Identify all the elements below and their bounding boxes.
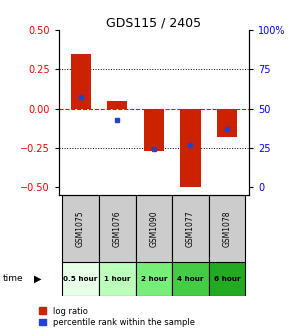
Title: GDS115 / 2405: GDS115 / 2405 [106, 16, 201, 29]
Bar [209, 195, 246, 262]
Bar [62, 262, 99, 296]
Legend: log ratio, percentile rank within the sample: log ratio, percentile rank within the sa… [39, 306, 195, 327]
Text: GSM1078: GSM1078 [223, 210, 231, 247]
Bar [172, 262, 209, 296]
Text: 6 hour: 6 hour [214, 276, 240, 282]
Text: 2 hour: 2 hour [141, 276, 167, 282]
Text: GSM1077: GSM1077 [186, 210, 195, 247]
Bar [209, 262, 246, 296]
Text: time: time [3, 275, 23, 283]
Bar [135, 195, 172, 262]
Bar [107, 101, 127, 109]
Bar [172, 195, 209, 262]
Text: 4 hour: 4 hour [177, 276, 204, 282]
Text: 1 hour: 1 hour [104, 276, 130, 282]
Bar [71, 54, 91, 109]
Bar [99, 195, 135, 262]
Text: GSM1090: GSM1090 [149, 210, 158, 247]
Bar [62, 195, 99, 262]
Bar [144, 109, 164, 151]
Bar [99, 262, 135, 296]
Text: GSM1075: GSM1075 [76, 210, 85, 247]
Bar [217, 109, 237, 137]
Text: 0.5 hour: 0.5 hour [63, 276, 98, 282]
Text: ▶: ▶ [34, 274, 42, 284]
Bar [180, 109, 200, 187]
Text: GSM1076: GSM1076 [113, 210, 122, 247]
Bar [135, 262, 172, 296]
